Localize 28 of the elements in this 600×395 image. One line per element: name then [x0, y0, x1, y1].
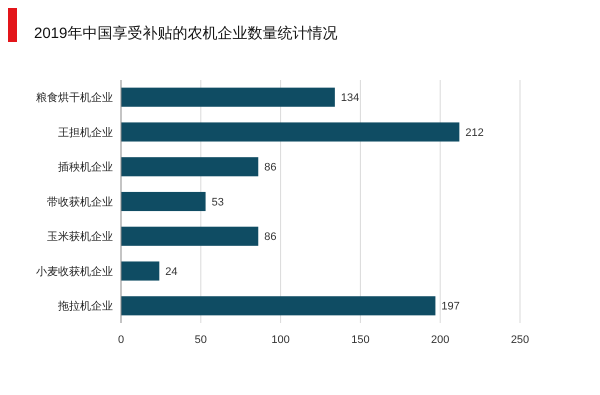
bar [121, 192, 206, 212]
data-label: 134 [340, 92, 360, 104]
y-tick-label: 插秧机企业 [58, 160, 113, 174]
x-tick-label: 0 [118, 334, 124, 346]
x-tick-label: 200 [431, 334, 450, 346]
bar [121, 226, 258, 246]
x-tick-label: 100 [271, 334, 290, 346]
bar [121, 122, 460, 142]
bar [121, 88, 335, 107]
chart-title: 2019年中国享受补贴的农机企业数量统计情况 [34, 25, 338, 42]
y-tick-label: 玉米获机企业 [47, 230, 113, 244]
x-tick-label: 150 [351, 334, 370, 346]
x-tick-label: 250 [510, 334, 530, 346]
data-label: 53 [212, 196, 224, 208]
data-label: 86 [264, 231, 277, 244]
data-label: 24 [165, 266, 178, 278]
y-tick-label: 拖拉机企业 [57, 300, 113, 313]
y-tick-label: 带收获机企业 [47, 195, 113, 208]
data-label: 197 [441, 300, 460, 313]
bar [121, 157, 258, 176]
y-tick-label: 粮食烘干机企业 [36, 91, 113, 104]
bar [121, 296, 436, 316]
data-label: 86 [264, 162, 277, 174]
data-label: 212 [465, 126, 484, 139]
bar [121, 261, 160, 281]
y-tick-label: 王担机企业 [58, 126, 113, 139]
y-tick-label: 小麦收获机企业 [36, 264, 113, 278]
x-tick-label: 50 [194, 334, 207, 346]
